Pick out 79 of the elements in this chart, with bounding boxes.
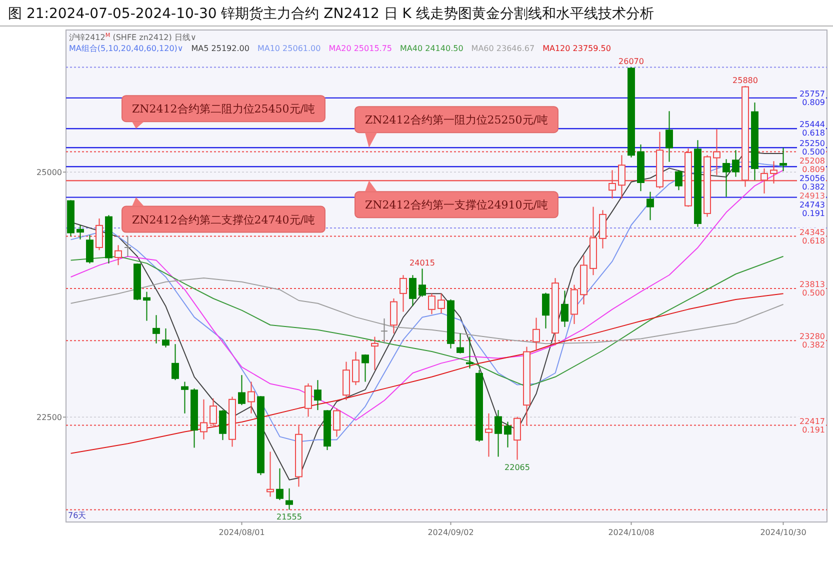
candlestick <box>438 292 445 314</box>
ref-line-label: 23280 0.382 <box>800 332 825 350</box>
candlestick <box>456 332 464 354</box>
candlestick <box>466 336 474 369</box>
candlestick <box>666 110 673 162</box>
x-tick-label: 2024/10/08 <box>608 528 654 537</box>
text: MA20 25015.75 <box>328 44 392 53</box>
annotation: 26070 <box>618 57 644 66</box>
candlestick <box>314 380 322 411</box>
candlestick <box>542 292 550 329</box>
candlestick <box>722 158 730 198</box>
ref-line-label: 25208 0.809 <box>800 156 825 174</box>
candlestick <box>675 170 682 191</box>
candlestick <box>390 298 398 334</box>
x-tick-label: 2024/09/02 <box>428 528 474 537</box>
ref-line-label: 22417 0.191 <box>800 416 825 434</box>
annotation: 25880 <box>732 76 758 85</box>
ref-line-label: 24345 0.618 <box>800 228 825 246</box>
ref-line-label: 25444 0.618 <box>800 120 825 138</box>
candlestick <box>760 168 768 194</box>
candlestick <box>608 170 616 199</box>
annotation: ZN2412合约第一支撑位24910元/吨 <box>365 198 548 212</box>
candlestick <box>248 381 255 414</box>
legend-title: MA组合(5,10,20,40,60,120)∨ <box>69 44 184 53</box>
text: MA5 25192.00 <box>191 44 250 53</box>
candlestick <box>618 154 626 199</box>
candlestick <box>143 291 150 322</box>
line-series <box>70 293 784 454</box>
candlestick <box>409 274 416 307</box>
candlestick <box>276 468 284 501</box>
candlestick <box>124 236 132 258</box>
ref-line-label: 24913 <box>800 192 825 201</box>
annotation: 21555 <box>276 512 302 522</box>
candlestick <box>114 244 122 266</box>
y-tick-label: 22500 <box>36 413 62 422</box>
text: MA40 24140.50 <box>400 44 464 53</box>
annotation: 76天 <box>68 511 86 520</box>
candlestick <box>494 410 502 458</box>
candlestick <box>646 191 654 221</box>
candlestick <box>219 410 226 441</box>
candlestick <box>266 451 274 498</box>
candlestick <box>561 290 568 328</box>
chart-title: 图 21:2024-07-05-2024-10-30 锌期货主力合约 ZN2412 日 K 线走势图黄金分割线和水平线技术分析 <box>8 6 654 22</box>
candlestick <box>86 234 94 264</box>
candlestick <box>238 374 246 406</box>
ref-line-label: 25757 0.809 <box>800 89 825 107</box>
ref-line-label: 24743 0.191 <box>800 200 825 218</box>
line-series <box>70 278 784 344</box>
ref-line-label: 25250 0.500 <box>800 139 825 157</box>
candlestick <box>380 318 388 344</box>
x-tick-label: 2024/10/30 <box>760 528 806 537</box>
candlestick <box>504 421 512 448</box>
ref-line-label: 25056 0.382 <box>800 174 825 192</box>
annotation: 24015 <box>410 258 435 268</box>
annotation: ZN2412合约第一阻力位25250元/吨 <box>365 114 548 127</box>
text: MA60 23646.67 <box>471 44 535 53</box>
candlestick <box>352 351 360 386</box>
y-tick-label: 25000 <box>36 168 62 178</box>
annotation: 沪锌2412$^{M}$ (SHFE zn2412) 日线∨ <box>69 32 196 42</box>
x-tick-label: 2024/08/01 <box>218 528 265 537</box>
candlestick <box>304 382 312 418</box>
candlestick <box>76 224 84 240</box>
annotation: 22065 <box>504 462 530 472</box>
candlestick <box>286 488 293 510</box>
text: MA10 25061.00 <box>257 44 321 53</box>
candlestick <box>428 292 436 315</box>
candlestick <box>152 314 160 344</box>
candlestick <box>770 160 778 184</box>
candlestick <box>172 344 179 381</box>
candlestick <box>362 354 369 382</box>
candlestick <box>181 381 188 414</box>
annotation: ZN2412合约第二支撑位24740元/吨 <box>132 213 315 226</box>
candlestick <box>418 268 426 298</box>
text: MA120 23759.50 <box>542 44 611 53</box>
annotation: ZN2412合约第二阻力位25450元/吨 <box>132 102 315 116</box>
candlestick <box>162 328 170 348</box>
candlestick <box>732 150 740 178</box>
candlestick <box>780 147 787 172</box>
ref-line-label: 23813 0.500 <box>800 280 825 298</box>
